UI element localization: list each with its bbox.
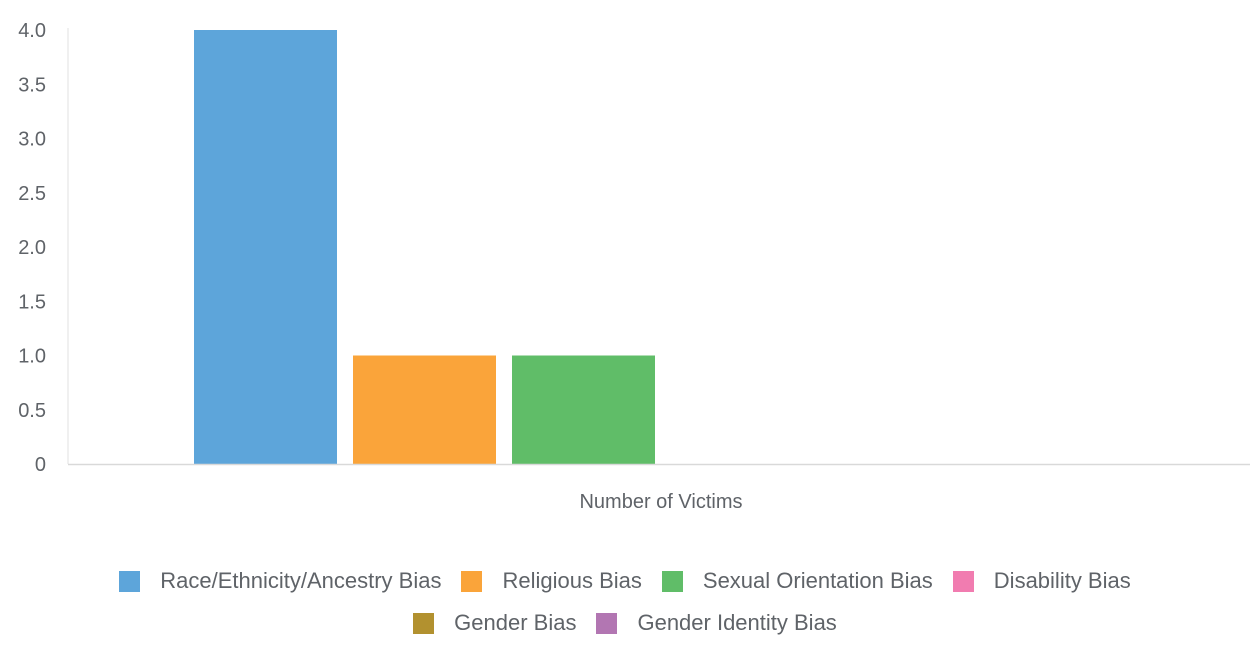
legend-item-religious[interactable]: Religious Bias [461, 566, 642, 596]
y-tick-label: 1.5 [18, 291, 46, 313]
legend-swatch [661, 570, 683, 592]
legend-label: Sexual Orientation Bias [702, 568, 933, 593]
y-tick-label: 3.0 [18, 129, 46, 151]
legend-item-race-ethnicity-ancestry[interactable]: Race/Ethnicity/Ancestry Bias [119, 566, 441, 596]
legend-swatch [461, 570, 483, 592]
bars [194, 30, 655, 464]
legend-label: Disability Bias [993, 568, 1131, 593]
legend-item-gender-identity[interactable]: Gender Identity Bias [596, 608, 837, 638]
y-tick-label: 0 [35, 454, 46, 476]
y-tick-label: 2.5 [18, 183, 46, 205]
bar-sexual-orientation-bias[interactable] [512, 355, 655, 465]
legend-item-sexual-orientation[interactable]: Sexual Orientation Bias [661, 566, 933, 596]
legend-swatch [952, 570, 974, 592]
legend-swatch [119, 570, 141, 592]
y-tick-label: 2.0 [18, 237, 46, 259]
legend: Race/Ethnicity/Ancestry Bias Religious B… [0, 566, 1250, 638]
legend-row-1: Race/Ethnicity/Ancestry Bias Religious B… [0, 566, 1250, 596]
y-tick-label: 4.0 [18, 20, 46, 42]
bar-race-ethnicity-ancestry-bias[interactable] [194, 30, 337, 464]
bar-religious-bias[interactable] [353, 355, 496, 465]
y-tick-label: 0.5 [18, 400, 46, 422]
legend-label: Religious Bias [502, 568, 642, 593]
x-axis-label: Number of Victims [579, 491, 742, 513]
legend-item-gender[interactable]: Gender Bias [413, 608, 576, 638]
legend-swatch [413, 612, 435, 634]
legend-label: Race/Ethnicity/Ancestry Bias [160, 568, 442, 593]
legend-item-disability[interactable]: Disability Bias [952, 566, 1131, 596]
y-tick-label: 1.0 [18, 346, 46, 368]
legend-row-2: Gender Bias Gender Identity Bias [0, 608, 1250, 638]
legend-label: Gender Bias [454, 610, 577, 635]
y-tick-label: 3.5 [18, 74, 46, 96]
legend-swatch [596, 612, 618, 634]
legend-label: Gender Identity Bias [637, 610, 837, 635]
y-axis-ticks: 0 0.5 1.0 1.5 2.0 2.5 3.0 3.5 4.0 [18, 20, 46, 476]
bar-chart: 0 0.5 1.0 1.5 2.0 2.5 3.0 3.5 4.0 Number of Vict… [18, 20, 1250, 513]
